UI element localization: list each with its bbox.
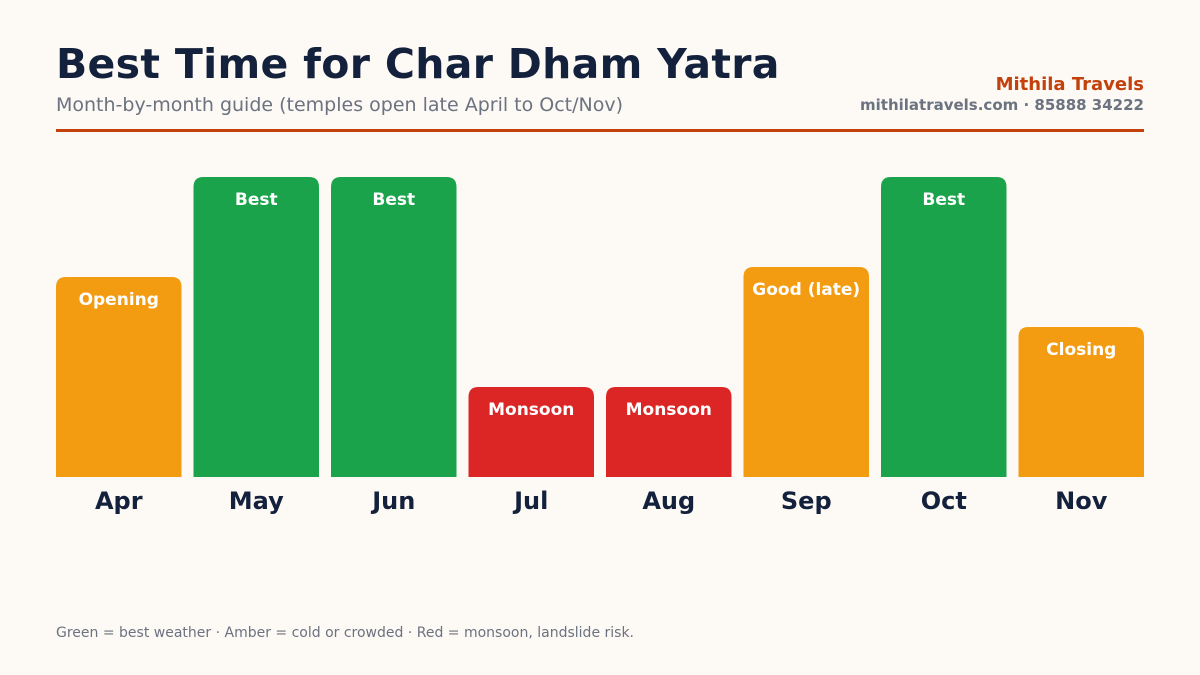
page-title: Best Time for Char Dham Yatra [56,40,780,88]
bar-label-may: Best [235,190,278,210]
bar-jun [331,177,457,477]
x-tick-aug: Aug [642,487,695,515]
bar-jul [468,387,594,477]
bar-apr [56,277,182,477]
bar-may [193,177,319,477]
legend-footnote: Green = best weather · Amber = cold or c… [56,625,634,641]
bar-label-sep: Good (late) [752,280,860,300]
x-tick-sep: Sep [781,487,832,515]
bar-label-nov: Closing [1046,340,1116,360]
brand-contact: mithilatravels.com · 85888 34222 [860,96,1144,114]
bar-label-aug: Monsoon [626,400,712,420]
x-tick-jul: Jul [512,487,548,515]
x-tick-nov: Nov [1055,487,1108,515]
brand-name: Mithila Travels [995,74,1144,95]
bar-label-oct: Best [922,190,965,210]
x-tick-jun: Jun [370,487,415,515]
bar-aug [606,387,732,477]
header-divider [56,129,1144,132]
bar-oct [881,177,1007,477]
bar-sep [743,267,869,477]
bar-label-jul: Monsoon [488,400,574,420]
x-tick-oct: Oct [921,487,967,515]
bar-nov [1018,327,1144,477]
bar-label-apr: Opening [79,290,159,310]
x-tick-may: May [229,487,284,515]
page-subtitle: Month-by-month guide (temples open late … [56,94,624,116]
x-tick-apr: Apr [95,487,143,515]
bar-label-jun: Best [372,190,415,210]
